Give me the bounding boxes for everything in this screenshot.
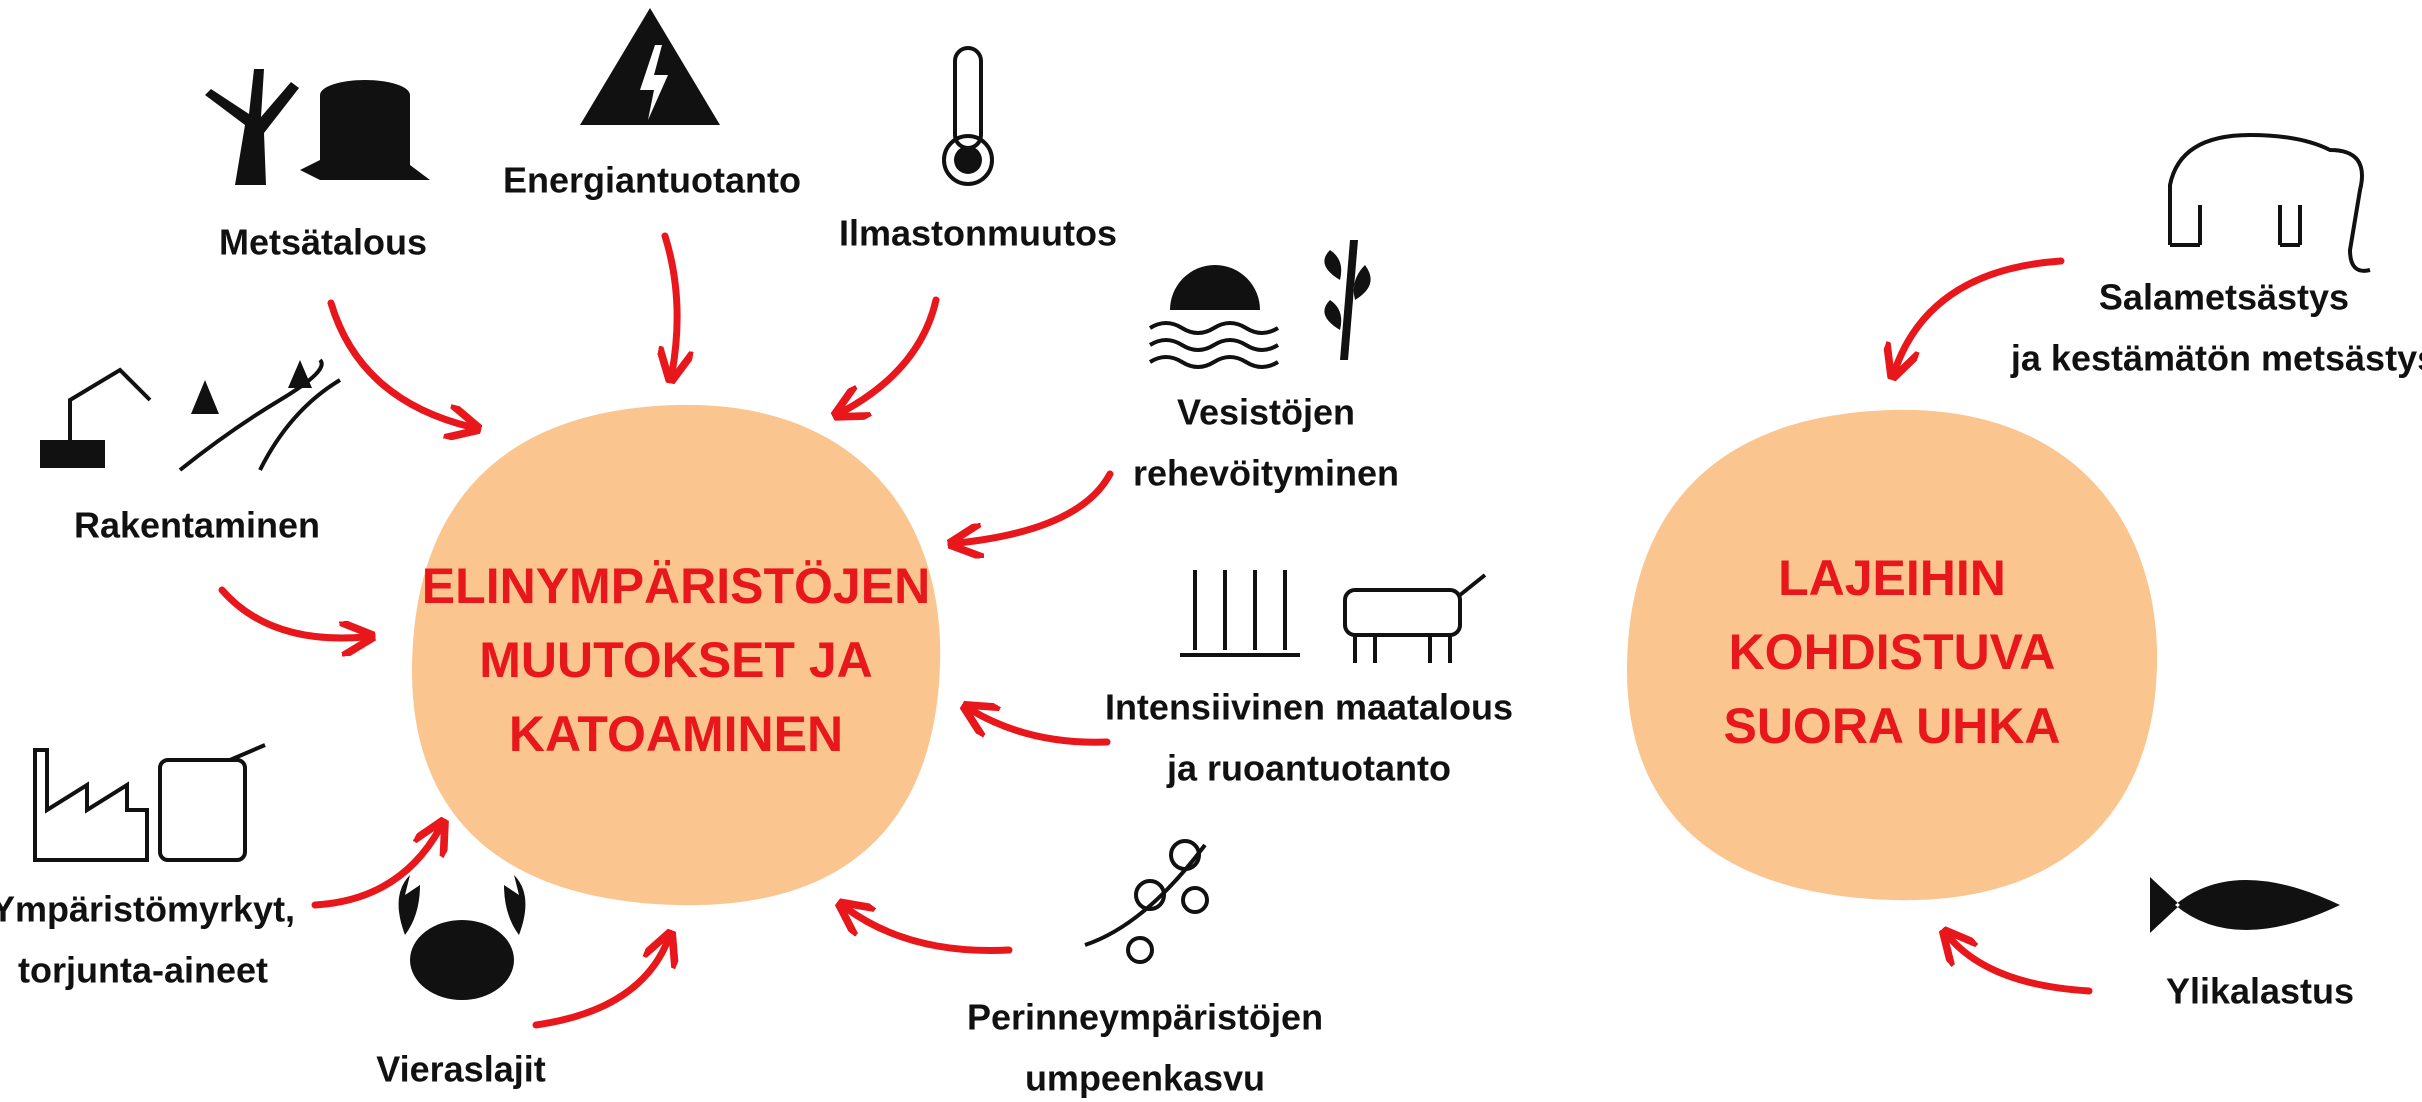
factor-label: Ylikalastus (2166, 971, 2354, 1012)
factor-label: Ilmastonmuutos (839, 213, 1117, 254)
arrow (331, 303, 471, 427)
robot-road-icon (40, 360, 340, 470)
arrow (846, 908, 1009, 950)
crab-icon (399, 875, 526, 1000)
page: ELINYMPÄRISTÖJEN MUUTOKSET JA KATOAMINEN LA… (0, 0, 2422, 1102)
factor-label: torjunta-aineet (18, 950, 268, 991)
factor-label: Intensiivinen maatalous (1105, 687, 1513, 728)
hub-label: SUORA UHKA (1723, 698, 2060, 754)
plant-icon (1324, 240, 1370, 360)
fish-icon (2150, 877, 2340, 933)
factor-label: ja ruoantuotanto (1166, 748, 1451, 789)
hub-label: KATOAMINEN (509, 706, 843, 762)
arrow (536, 940, 668, 1025)
arrow (1949, 937, 2089, 991)
factor-label: Rakentaminen (74, 505, 320, 546)
flower-icon (1085, 841, 1207, 962)
factor-label: rehevöityminen (1133, 453, 1399, 494)
hub-label: ELINYMPÄRISTÖJEN (422, 558, 930, 614)
factory-icon (35, 745, 265, 860)
water-sun-icon (1150, 265, 1278, 367)
hub-label: MUUTOKSET JA (479, 632, 873, 688)
elephant-icon (2170, 135, 2370, 271)
factor-label: Metsätalous (219, 222, 427, 263)
factor-label: Vieraslajit (376, 1049, 545, 1090)
arrow (842, 300, 936, 412)
factor-label: ja kestämätön metsästys (2010, 338, 2422, 379)
thermometer-icon (944, 48, 992, 184)
arrow (958, 474, 1110, 543)
arrow (665, 236, 677, 373)
hub-label: KOHDISTUVA (1729, 624, 2056, 680)
arrow (222, 590, 365, 638)
stump-icon (300, 80, 430, 180)
diagram: ELINYMPÄRISTÖJEN MUUTOKSET JA KATOAMINEN LA… (0, 0, 2422, 1102)
factor-label: Perinneympäristöjen (967, 997, 1323, 1038)
factor-label: Vesistöjen (1177, 392, 1355, 433)
wheat-cow-icon (1180, 570, 1485, 663)
arrow (315, 828, 440, 905)
tree-icon (205, 69, 299, 185)
arrow (971, 710, 1107, 742)
factor-label: Salametsästys (2099, 277, 2349, 318)
hub-label: LAJEIHIN (1778, 550, 2006, 606)
factor-label: umpeenkasvu (1025, 1058, 1265, 1099)
factor-label: Energiantuotanto (503, 160, 801, 201)
factor-label: Ympäristömyrkyt, (0, 889, 295, 930)
